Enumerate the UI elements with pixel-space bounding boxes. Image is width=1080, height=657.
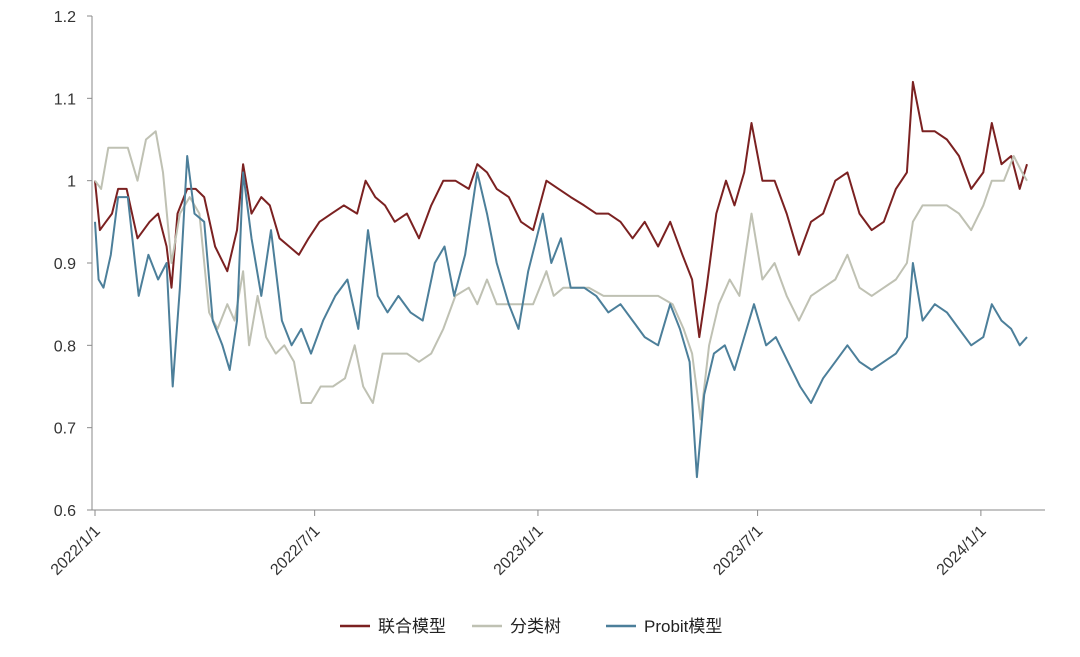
x-tick-label: 2022/1/1 xyxy=(48,523,104,579)
y-axis: 0.6 0.7 0.8 0.9 1 1.1 1.2 xyxy=(54,9,93,520)
x-tick-label: 2023/1/1 xyxy=(491,523,547,579)
x-axis: 2022/1/1 2022/7/1 2023/1/1 2023/7/1 2024/1/1 xyxy=(48,509,1045,579)
y-tick-label: 1 xyxy=(67,174,76,191)
legend: 联合模型 分类树 Probit模型 xyxy=(340,617,722,636)
x-tick-label: 2024/1/1 xyxy=(934,523,990,579)
y-tick-label: 0.8 xyxy=(54,338,76,355)
x-tick-label: 2022/7/1 xyxy=(267,523,323,579)
series-line-1 xyxy=(94,130,1028,421)
series-line-0 xyxy=(94,80,1028,339)
y-tick-label: 0.7 xyxy=(54,421,76,438)
plot-area xyxy=(94,80,1028,479)
y-tick-label: 1.1 xyxy=(54,91,76,108)
legend-label-0: 联合模型 xyxy=(378,617,446,636)
y-tick-label: 0.6 xyxy=(54,503,76,520)
legend-label-2: Probit模型 xyxy=(644,617,722,636)
y-tick-label: 1.2 xyxy=(54,9,76,26)
y-tick-label: 0.9 xyxy=(54,256,76,273)
legend-label-1: 分类树 xyxy=(510,617,561,636)
series-line-2 xyxy=(94,155,1028,479)
x-tick-label: 2023/7/1 xyxy=(710,523,766,579)
